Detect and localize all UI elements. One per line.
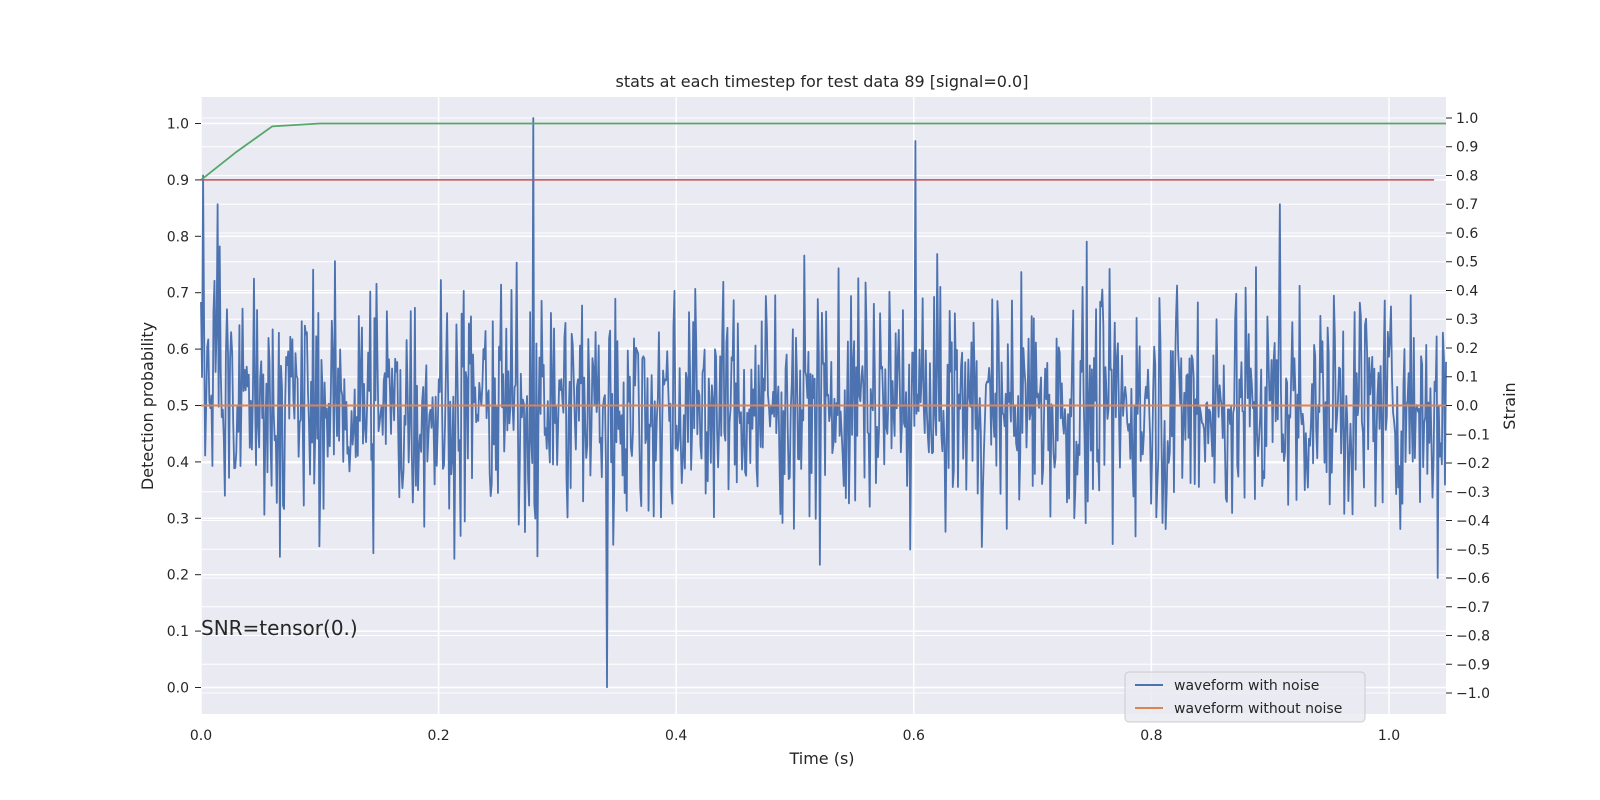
y-left-tick-label: 0.8 — [167, 229, 189, 245]
y-right-tick-label: −0.1 — [1456, 427, 1490, 443]
y-right-tick-label: −0.8 — [1456, 629, 1490, 645]
y-right-tick-label: −0.9 — [1456, 657, 1490, 673]
legend: waveform with noise waveform without noi… — [1124, 671, 1366, 723]
x-tick-label: 0.4 — [665, 728, 687, 744]
y-left-tick-label: 0.2 — [167, 568, 189, 584]
chart-title: stats at each timestep for test data 89 … — [616, 72, 1029, 91]
y-right-tick-label: 0.7 — [1456, 197, 1478, 213]
y-left-tick-label: 1.0 — [167, 117, 189, 133]
y-right-tick-label: −0.7 — [1456, 600, 1490, 616]
y-right-tick-label: −0.4 — [1456, 514, 1490, 530]
y-right-tick-label: −1.0 — [1456, 686, 1490, 702]
y-axis-right-label: Strain — [1500, 382, 1519, 429]
legend-box — [1124, 671, 1366, 723]
x-tick-label: 0.8 — [1140, 728, 1162, 744]
y-right-tick-label: −0.5 — [1456, 542, 1490, 558]
snr-annotation: SNR=tensor(0.) — [201, 616, 358, 640]
y-right-tick-label: 0.8 — [1456, 168, 1478, 184]
y-right-tick-label: 0.3 — [1456, 312, 1478, 328]
y-right-tick-label: 1.0 — [1456, 111, 1478, 127]
y-right-tick-label: 0.2 — [1456, 341, 1478, 357]
y-left-tick-label: 0.3 — [167, 511, 189, 527]
series-waveform-with-noise — [200, 117, 1447, 689]
x-axis-label: Time (s) — [788, 749, 854, 768]
y-right-tick-label: 0.4 — [1456, 283, 1478, 299]
y-left-tick-label: 0.0 — [167, 680, 189, 696]
y-axis-left-label: Detection probability — [138, 322, 157, 490]
legend-label-noise: waveform with noise — [1174, 678, 1319, 694]
x-tick-label: 1.0 — [1378, 728, 1400, 744]
y-left-tick-label: 0.9 — [167, 173, 189, 189]
series-detection-probability — [200, 122, 1446, 181]
x-tick-label: 0.6 — [903, 728, 925, 744]
y-right-tick-label: 0.5 — [1456, 255, 1478, 271]
y-left-tick-label: 0.7 — [167, 286, 189, 302]
y-right-tick-label: 0.1 — [1456, 370, 1478, 386]
y-left-tick-label: 0.5 — [167, 399, 189, 415]
y-right-tick-label: 0.6 — [1456, 226, 1478, 242]
legend-label-clean: waveform without noise — [1174, 701, 1342, 717]
y-right-tick-label: −0.2 — [1456, 456, 1490, 472]
y-left-tick-label: 0.6 — [167, 342, 189, 358]
y-right-tick-label: 0.0 — [1456, 399, 1478, 415]
y-left-tick-label: 0.1 — [167, 624, 189, 640]
y-right-tick-label: −0.6 — [1456, 571, 1490, 587]
y-left-tick-label: 0.4 — [167, 455, 189, 471]
y-right-tick-label: 0.9 — [1456, 140, 1478, 156]
y-right-tick-label: −0.3 — [1456, 485, 1490, 501]
ticks-layer: 0.0 0.2 0.4 0.6 0.8 1.0 0.0 0.1 0.2 0.3 0.4 0.5 0.6 0… — [167, 111, 1490, 744]
x-tick-label: 0.2 — [427, 728, 449, 744]
series-layer — [200, 117, 1447, 689]
x-tick-label: 0.0 — [190, 728, 212, 744]
